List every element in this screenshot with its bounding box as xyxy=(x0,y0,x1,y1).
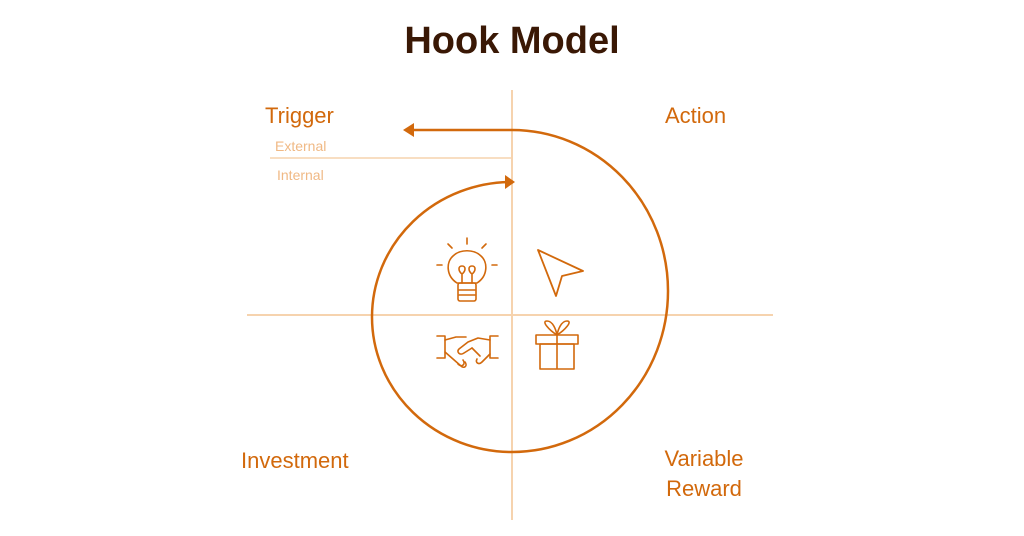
cursor-pointer-icon xyxy=(537,249,584,297)
action-label: Action xyxy=(665,103,727,128)
investment-label: Investment xyxy=(241,448,349,473)
diagram-title: Hook Model xyxy=(404,20,620,62)
internal-trigger-label: Internal xyxy=(277,167,324,183)
external-trigger-arrowhead xyxy=(403,123,414,137)
external-trigger-label: External xyxy=(275,138,327,154)
trigger-label: Trigger xyxy=(265,103,334,128)
lightbulb-icon xyxy=(436,237,498,302)
internal-trigger-arrowhead xyxy=(505,175,515,189)
hook-spiral-path xyxy=(370,128,670,454)
variable-reward-label: Variable Reward xyxy=(640,444,768,504)
variable-reward-label-line2: Reward xyxy=(666,476,742,501)
handshake-icon xyxy=(436,335,499,368)
gift-icon xyxy=(535,320,579,370)
variable-reward-label-line1: Variable xyxy=(664,446,744,471)
